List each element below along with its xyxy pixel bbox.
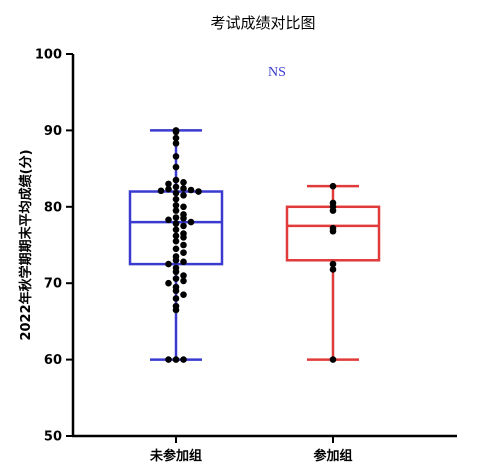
- data-point: [172, 268, 180, 276]
- data-point: [180, 234, 187, 241]
- data-point: [329, 356, 337, 363]
- data-point: [172, 189, 180, 197]
- y-tick-label: 60: [44, 353, 62, 368]
- data-point: [180, 179, 187, 186]
- data-point: [172, 214, 180, 221]
- data-point: [165, 185, 172, 193]
- y-tick-label: 50: [44, 430, 62, 445]
- data-point: [172, 183, 180, 191]
- box-group: [285, 182, 381, 363]
- y-tick-label: 70: [44, 277, 62, 292]
- data-point: [172, 134, 180, 142]
- data-point: [187, 186, 195, 194]
- chart-title: 考试成绩对比图: [210, 14, 315, 32]
- box-group: [128, 127, 224, 363]
- data-point: [172, 237, 180, 245]
- data-point: [180, 241, 187, 249]
- data-point: [172, 201, 180, 209]
- data-point: [165, 279, 172, 287]
- y-tick-label: 90: [44, 124, 62, 139]
- y-tick-label: 100: [35, 48, 62, 63]
- data-point: [172, 207, 180, 214]
- data-point: [172, 232, 180, 240]
- data-point: [172, 153, 180, 160]
- data-point: [165, 356, 172, 363]
- data-point: [187, 218, 195, 226]
- data-point: [172, 226, 180, 234]
- data-point: [180, 185, 187, 192]
- data-point: [195, 188, 202, 195]
- data-point: [329, 182, 337, 190]
- data-point: [180, 192, 187, 199]
- data-point: [172, 176, 180, 184]
- data-point: [172, 195, 180, 203]
- x-category-label: 未参加组: [149, 448, 202, 464]
- data-point: [165, 180, 172, 188]
- data-point: [172, 295, 180, 302]
- data-point: [172, 356, 180, 363]
- data-point: [329, 260, 337, 268]
- data-point: [172, 220, 180, 227]
- y-axis-label: 2022年秋学期期末平均成绩(分): [18, 149, 34, 340]
- data-point: [180, 203, 187, 211]
- data-point: [172, 140, 180, 147]
- x-category-label: 参加组: [313, 448, 352, 464]
- data-point: [180, 222, 187, 230]
- data-point: [172, 306, 180, 314]
- data-point: [329, 227, 337, 235]
- x-axis-categories: 未参加组 参加组: [149, 436, 353, 464]
- box-groups: [128, 127, 381, 363]
- data-point: [180, 272, 187, 279]
- y-tick-label: 80: [44, 200, 62, 215]
- data-point: [180, 214, 187, 222]
- data-point: [172, 256, 180, 264]
- data-point: [180, 291, 187, 298]
- y-axis-ticks: 50 60 70 80 90 100: [35, 48, 73, 445]
- data-point: [172, 163, 180, 171]
- data-point: [180, 277, 187, 285]
- data-point: [165, 260, 172, 268]
- data-point: [172, 245, 180, 253]
- data-point: [157, 187, 165, 195]
- data-point: [180, 356, 187, 363]
- data-point: [165, 216, 172, 224]
- data-point: [329, 266, 337, 273]
- data-point: [172, 287, 180, 295]
- data-point: [180, 249, 187, 256]
- data-point: [329, 207, 337, 214]
- data-point: [180, 258, 187, 266]
- data-point: [172, 128, 180, 136]
- significance-annotation: NS: [268, 65, 286, 80]
- data-point: [172, 275, 180, 282]
